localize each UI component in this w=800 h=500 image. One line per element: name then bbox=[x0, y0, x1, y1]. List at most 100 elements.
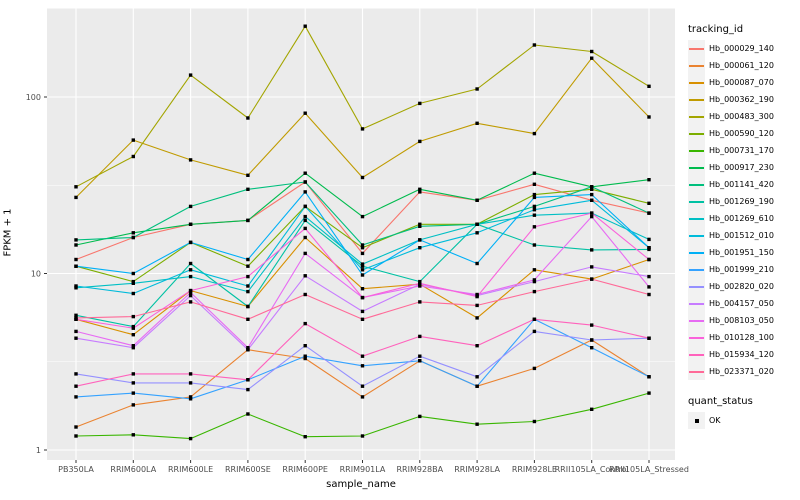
data-point-marker bbox=[131, 372, 135, 376]
data-point-marker bbox=[188, 274, 193, 279]
data-point-marker bbox=[360, 127, 365, 131]
legend-label: Hb_000029_140 bbox=[709, 44, 774, 53]
data-point-marker bbox=[131, 138, 135, 142]
legend-entry: Hb_000917_230 bbox=[688, 159, 798, 176]
data-point-marker bbox=[131, 403, 135, 407]
data-point-marker bbox=[647, 375, 651, 379]
legend-entry: Hb_004157_050 bbox=[688, 295, 798, 312]
legend-entry: Hb_000483_300 bbox=[688, 108, 798, 125]
data-point-marker bbox=[418, 238, 422, 242]
data-point-marker bbox=[532, 204, 537, 209]
data-point-marker bbox=[590, 185, 594, 189]
data-point-marker bbox=[590, 187, 594, 191]
data-point-marker bbox=[131, 381, 135, 385]
series-color-line-icon bbox=[689, 47, 704, 50]
data-point-marker bbox=[590, 338, 594, 342]
legend-label: Hb_000362_190 bbox=[709, 95, 774, 104]
legend-key-box bbox=[688, 193, 705, 210]
data-point-marker bbox=[360, 287, 365, 291]
series-color-line-icon bbox=[689, 64, 704, 67]
data-point-marker bbox=[475, 198, 479, 202]
legend-key-box bbox=[688, 346, 705, 363]
data-point-marker bbox=[590, 214, 594, 219]
data-point-marker bbox=[418, 300, 422, 304]
data-point-marker bbox=[303, 292, 307, 297]
data-point-marker bbox=[303, 356, 307, 361]
data-point-marker bbox=[475, 422, 479, 426]
data-point-marker bbox=[647, 201, 651, 205]
data-point-marker bbox=[418, 190, 422, 194]
data-point-marker bbox=[303, 321, 307, 326]
data-point-marker bbox=[131, 346, 135, 350]
data-point-marker bbox=[418, 354, 422, 358]
data-point-marker bbox=[360, 273, 365, 277]
data-point-marker bbox=[360, 384, 365, 388]
legend-entry: Hb_001269_610 bbox=[688, 210, 798, 227]
legend-key-box bbox=[688, 57, 705, 74]
x-tick-label: PB350LA bbox=[58, 465, 94, 474]
data-point-marker bbox=[131, 433, 135, 437]
data-point-marker bbox=[303, 435, 307, 439]
data-point-marker bbox=[647, 237, 651, 242]
data-point-marker bbox=[188, 158, 193, 162]
series-color-line-icon bbox=[689, 166, 704, 169]
data-point-marker bbox=[475, 231, 479, 235]
series-color-line-icon bbox=[689, 149, 704, 152]
series-color-line-icon bbox=[689, 319, 704, 322]
data-point-marker bbox=[418, 359, 422, 363]
data-point-marker bbox=[647, 285, 651, 289]
data-point-marker bbox=[303, 226, 307, 231]
data-point-marker bbox=[303, 274, 307, 278]
y-axis-title: FPKM + 1 bbox=[2, 208, 14, 257]
x-tick-label: RRII105LA_Control bbox=[555, 465, 629, 474]
data-point-marker bbox=[74, 336, 78, 340]
data-point-marker bbox=[131, 344, 135, 348]
data-point-marker bbox=[303, 354, 307, 358]
data-point-marker bbox=[532, 278, 537, 282]
data-point-marker bbox=[360, 395, 365, 399]
data-point-marker bbox=[131, 154, 135, 159]
data-point-marker bbox=[131, 279, 135, 284]
data-point-marker bbox=[246, 187, 250, 191]
data-point-marker bbox=[360, 364, 365, 368]
x-tick-label: RRIM600LE bbox=[168, 465, 213, 474]
data-point-marker bbox=[131, 391, 135, 395]
data-point-marker bbox=[418, 139, 422, 144]
data-point-marker bbox=[74, 434, 78, 438]
data-point-marker bbox=[590, 407, 594, 411]
legend-entry: Hb_023371_020 bbox=[688, 363, 798, 380]
legend-entry: Hb_002820_020 bbox=[688, 278, 798, 295]
x-axis-title: sample_name bbox=[326, 479, 396, 490]
series-color-line-icon bbox=[689, 115, 704, 118]
data-point-marker bbox=[647, 292, 651, 297]
legend-entry: Hb_001951_150 bbox=[688, 244, 798, 261]
x-tick-label: RRIM600PE bbox=[282, 465, 328, 474]
data-point-marker bbox=[74, 286, 78, 290]
legend-key-box bbox=[688, 295, 705, 312]
data-point-marker bbox=[131, 326, 135, 330]
data-point-marker bbox=[188, 73, 193, 77]
series-color-line-icon bbox=[689, 370, 704, 373]
legend-entry: Hb_000362_190 bbox=[688, 91, 798, 108]
data-point-marker bbox=[418, 222, 422, 226]
series-color-line-icon bbox=[689, 268, 704, 271]
x-tick-label: RRIM928LA bbox=[454, 465, 500, 474]
legend-label: Hb_010128_100 bbox=[709, 333, 774, 342]
data-point-marker bbox=[532, 317, 537, 321]
legend-label: Hb_015934_120 bbox=[709, 350, 774, 359]
data-point-marker bbox=[647, 274, 651, 279]
data-point-marker bbox=[360, 251, 365, 256]
legend-key-box bbox=[688, 227, 705, 244]
legend-label: Hb_000590_120 bbox=[709, 129, 774, 138]
legend-entry: Hb_000061_120 bbox=[688, 57, 798, 74]
legend-entry: Hb_008103_050 bbox=[688, 312, 798, 329]
data-point-marker bbox=[246, 412, 250, 416]
data-point-marker bbox=[303, 190, 307, 194]
legend-entry: Hb_000087_070 bbox=[688, 74, 798, 91]
data-point-marker bbox=[532, 43, 537, 47]
data-point-marker bbox=[532, 366, 537, 371]
data-point-marker bbox=[246, 284, 250, 288]
series-color-line-icon bbox=[689, 285, 704, 288]
